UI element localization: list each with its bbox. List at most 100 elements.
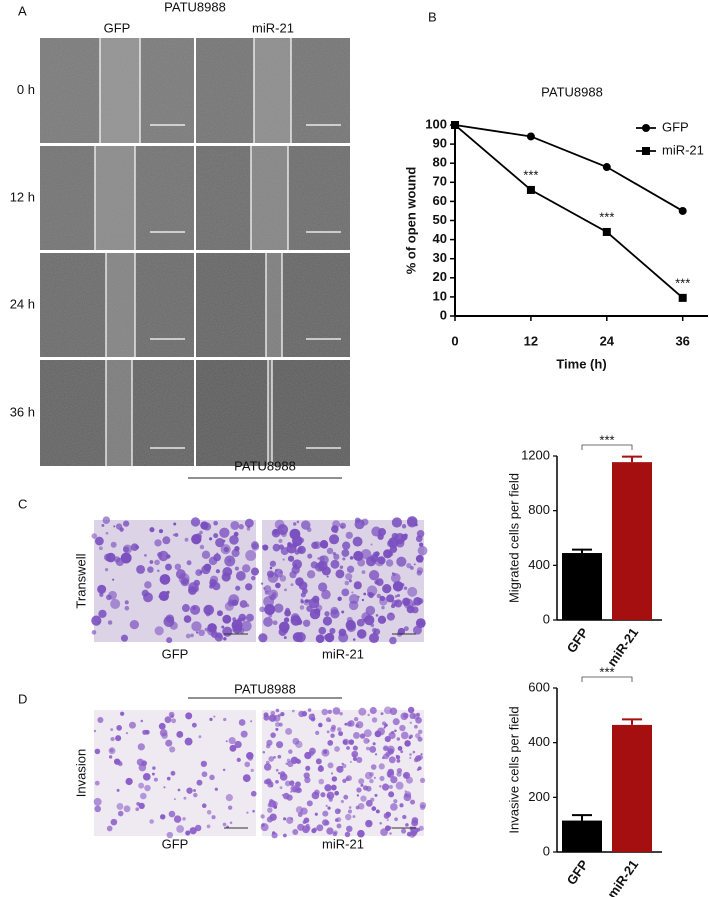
cell <box>149 560 154 564</box>
cell <box>394 817 398 822</box>
cell <box>163 786 166 789</box>
micrograph-grain <box>40 38 194 143</box>
cell <box>199 544 205 550</box>
cell <box>379 597 388 606</box>
cell <box>176 825 185 833</box>
cell <box>181 604 190 613</box>
cell <box>129 619 140 630</box>
legend-label: miR-21 <box>662 142 704 157</box>
cell <box>120 634 129 642</box>
cell <box>159 814 166 820</box>
cell <box>268 613 273 618</box>
cell <box>191 621 202 632</box>
cell <box>110 728 114 732</box>
micrograph-grain <box>40 253 194 357</box>
cell <box>374 793 378 797</box>
point <box>451 121 459 129</box>
cell <box>404 740 411 747</box>
cell <box>290 583 294 587</box>
cell <box>296 759 302 764</box>
cell <box>272 528 279 535</box>
cell <box>98 609 107 619</box>
cell <box>311 541 319 549</box>
cell <box>343 794 349 800</box>
cell <box>357 829 365 838</box>
column-label: GFP <box>104 20 131 35</box>
row-label: 0 h <box>17 82 35 97</box>
x-tick-label: miR-21 <box>604 857 641 897</box>
cell <box>149 527 155 533</box>
cell <box>401 828 407 834</box>
cell <box>388 791 395 798</box>
annotation: *** <box>523 167 538 182</box>
cell <box>409 712 416 720</box>
y-tick-label: 50 <box>433 212 447 227</box>
cell <box>222 768 226 772</box>
x-tick-label: miR-21 <box>604 625 641 669</box>
cell <box>99 546 103 551</box>
cell <box>396 556 407 567</box>
cell <box>153 777 158 782</box>
cell <box>286 543 297 554</box>
cell <box>173 815 182 823</box>
cell <box>123 805 131 813</box>
cell <box>371 717 378 723</box>
cell <box>386 819 389 822</box>
y-axis-label: Migrated cells per field <box>506 473 521 603</box>
cell <box>244 761 251 768</box>
cell <box>172 533 176 537</box>
cell <box>418 825 424 831</box>
cell <box>290 817 293 820</box>
cell <box>389 612 393 616</box>
cell <box>201 771 208 778</box>
point <box>526 185 535 194</box>
cell <box>303 772 310 779</box>
cell <box>94 536 104 546</box>
cell <box>379 784 382 788</box>
cell <box>283 817 287 821</box>
cell <box>391 517 403 528</box>
cell <box>409 734 413 739</box>
cell <box>361 612 371 622</box>
cell <box>405 776 413 784</box>
cell <box>328 797 333 802</box>
cell <box>97 584 107 594</box>
cell <box>105 531 109 535</box>
cell <box>192 606 196 610</box>
cell <box>352 536 363 547</box>
cell <box>399 803 404 808</box>
cell <box>110 736 115 742</box>
cell <box>351 591 354 594</box>
cell <box>140 792 147 800</box>
cell <box>416 570 422 576</box>
y-tick-label: 200 <box>528 789 550 804</box>
cell <box>239 600 248 608</box>
cell <box>123 520 130 527</box>
cell <box>315 634 325 644</box>
cell <box>297 823 305 831</box>
cell <box>375 614 379 617</box>
cell <box>401 524 407 529</box>
cell <box>341 610 345 614</box>
cell <box>270 785 274 788</box>
bar <box>612 724 652 852</box>
cell <box>318 778 325 785</box>
cell <box>293 522 297 526</box>
cell <box>341 762 344 766</box>
cell <box>332 707 341 715</box>
cell <box>416 529 425 538</box>
cell <box>268 800 277 808</box>
cell <box>112 578 115 581</box>
cell <box>309 747 316 755</box>
cell <box>158 529 164 534</box>
cell <box>117 810 124 817</box>
cell <box>190 633 194 638</box>
cell <box>142 729 148 735</box>
cell <box>162 536 171 545</box>
cell <box>352 756 358 762</box>
cell <box>292 829 299 835</box>
cell <box>323 749 328 754</box>
cell <box>275 779 279 784</box>
cell <box>161 732 168 740</box>
cell <box>260 582 264 585</box>
